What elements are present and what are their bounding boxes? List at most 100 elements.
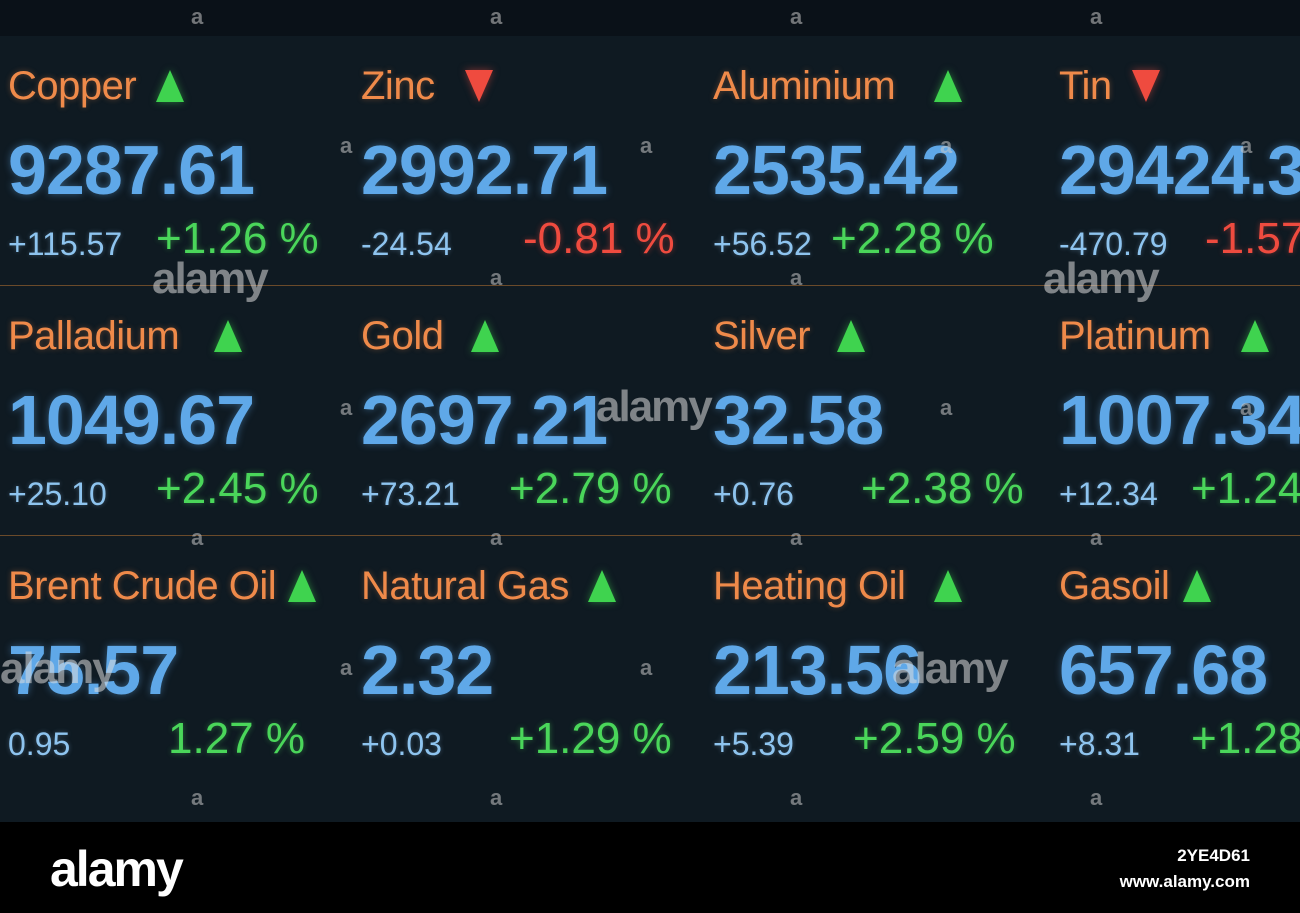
commodity-name: Gold xyxy=(361,314,444,358)
commodity-percent: -1.57 xyxy=(1205,214,1300,263)
commodity-price: 213.56 xyxy=(713,631,922,709)
commodity-price: 657.68 xyxy=(1059,631,1268,709)
watermark-dot: a xyxy=(340,133,353,158)
commodity-percent: +1.26 % xyxy=(156,214,319,263)
ticker-cell-gasoil: Gasoil 657.68 +8.31 +1.28 xyxy=(1059,536,1300,786)
ticker-cell-natural-gas: Natural Gas 2.32 +0.03 +1.29 % xyxy=(361,536,721,786)
commodity-price: 2992.71 xyxy=(361,131,608,209)
arrow-up-icon xyxy=(156,70,184,102)
commodity-name: Platinum xyxy=(1059,314,1211,358)
commodity-change: +25.10 xyxy=(8,476,107,512)
watermark-dot: a xyxy=(790,525,803,550)
commodity-name: Heating Oil xyxy=(713,564,906,608)
ticker-cell-aluminium: Aluminium 2535.42 +56.52 +2.28 % xyxy=(713,36,1073,286)
arrow-down-icon xyxy=(1132,70,1160,102)
commodity-percent: +1.29 % xyxy=(509,714,672,763)
commodity-percent: +2.59 % xyxy=(853,714,1016,763)
arrow-up-icon xyxy=(934,70,962,102)
commodity-name: Copper xyxy=(8,64,137,108)
commodity-price: 2697.21 xyxy=(361,381,608,459)
commodity-change: +73.21 xyxy=(361,476,460,512)
commodity-price: 1049.67 xyxy=(8,381,255,459)
commodity-percent: +2.38 % xyxy=(861,464,1024,513)
ticker-cell-heating-oil: Heating Oil 213.56 +5.39 +2.59 % xyxy=(713,536,1073,786)
commodity-name: Tin xyxy=(1059,64,1112,108)
ticker-cell-copper: Copper 9287.61 +115.57 +1.26 % xyxy=(8,36,368,286)
watermark-dot: a xyxy=(490,785,503,810)
commodity-price: 2535.42 xyxy=(713,131,960,209)
ticker-board: Copper 9287.61 +115.57 +1.26 % Zinc 2992… xyxy=(0,36,1300,822)
watermark-dot: a xyxy=(490,265,503,290)
watermark-dot: a xyxy=(790,785,803,810)
ticker-cell-tin: Tin 29424.3 -470.79 -1.57 xyxy=(1059,36,1300,286)
ticker-cell-gold: Gold 2697.21 +73.21 +2.79 % xyxy=(361,286,721,536)
watermark-dot: a xyxy=(940,395,953,420)
commodity-change: -470.79 xyxy=(1059,226,1168,262)
arrow-down-icon xyxy=(465,70,493,102)
image-id-label: 2YE4D61 xyxy=(1177,846,1250,865)
commodity-change: +0.76 xyxy=(713,476,794,512)
arrow-up-icon xyxy=(1183,570,1211,602)
commodity-name: Gasoil xyxy=(1059,564,1170,608)
arrow-up-icon xyxy=(288,570,316,602)
watermark-dot: a xyxy=(191,4,204,29)
commodity-price: 75.57 xyxy=(8,631,179,709)
arrow-up-icon xyxy=(837,320,865,352)
commodity-percent: +1.24 xyxy=(1191,464,1300,513)
commodity-change: +5.39 xyxy=(713,726,794,762)
ticker-row: Brent Crude Oil 75.57 0.95 1.27 % Natura… xyxy=(0,535,1300,786)
site-url-label: www.alamy.com xyxy=(1119,872,1250,891)
commodity-percent: +2.79 % xyxy=(509,464,672,513)
watermark-dot: a xyxy=(1090,785,1103,810)
ticker-cell-palladium: Palladium 1049.67 +25.10 +2.45 % xyxy=(8,286,368,536)
ticker-row: Copper 9287.61 +115.57 +1.26 % Zinc 2992… xyxy=(0,36,1300,286)
commodity-change: +12.34 xyxy=(1059,476,1158,512)
watermark-dot: a xyxy=(640,133,653,158)
commodity-percent: +2.45 % xyxy=(156,464,319,513)
arrow-up-icon xyxy=(1241,320,1269,352)
arrow-up-icon xyxy=(588,570,616,602)
watermark-dot: a xyxy=(1240,133,1253,158)
watermark-dot: a xyxy=(940,133,953,158)
commodity-name: Zinc xyxy=(361,64,435,108)
watermark-dot: a xyxy=(191,785,204,810)
commodity-name: Palladium xyxy=(8,314,180,358)
watermark-dot: a xyxy=(1090,4,1103,29)
watermark-dot: a xyxy=(490,525,503,550)
commodity-change: +115.57 xyxy=(8,226,123,262)
watermark-dot: a xyxy=(640,655,653,680)
commodity-change: +0.03 xyxy=(361,726,442,762)
ticker-row: Palladium 1049.67 +25.10 +2.45 % Gold 26… xyxy=(0,285,1300,536)
watermark-dot: a xyxy=(790,4,803,29)
commodity-percent: +1.28 xyxy=(1191,714,1300,763)
commodity-percent: 1.27 % xyxy=(168,714,305,763)
watermark-dot: a xyxy=(191,525,204,550)
commodity-percent: +2.28 % xyxy=(831,214,994,263)
commodity-change: 0.95 xyxy=(8,726,71,762)
ticker-cell-platinum: Platinum 1007.34 +12.34 +1.24 xyxy=(1059,286,1300,536)
ticker-cell-brent-crude-oil: Brent Crude Oil 75.57 0.95 1.27 % xyxy=(8,536,368,786)
ticker-cell-silver: Silver 32.58 +0.76 +2.38 % xyxy=(713,286,1073,536)
commodity-price: 1007.34 xyxy=(1059,381,1300,459)
arrow-up-icon xyxy=(471,320,499,352)
commodity-name: Brent Crude Oil xyxy=(8,564,277,608)
arrow-up-icon xyxy=(214,320,242,352)
commodity-change: +56.52 xyxy=(713,226,812,262)
commodity-price: 32.58 xyxy=(713,381,884,459)
commodity-price: 9287.61 xyxy=(8,131,255,209)
commodity-percent: -0.81 % xyxy=(523,214,675,263)
commodity-name: Silver xyxy=(713,314,811,358)
watermark-dot: a xyxy=(340,395,353,420)
alamy-logo: alamy xyxy=(50,841,184,897)
ticker-cell-zinc: Zinc 2992.71 -24.54 -0.81 % xyxy=(361,36,721,286)
commodity-name: Aluminium xyxy=(713,64,896,108)
watermark-dot: a xyxy=(1240,395,1253,420)
footer-bar: alamy 2YE4D61 www.alamy.com xyxy=(0,822,1300,913)
watermark-dot: a xyxy=(790,265,803,290)
commodity-price: 29424.3 xyxy=(1059,131,1300,209)
arrow-up-icon xyxy=(934,570,962,602)
commodity-change: -24.54 xyxy=(361,226,452,262)
commodity-name: Natural Gas xyxy=(361,564,569,608)
commodity-change: +8.31 xyxy=(1059,726,1140,762)
watermark-dot: a xyxy=(490,4,503,29)
